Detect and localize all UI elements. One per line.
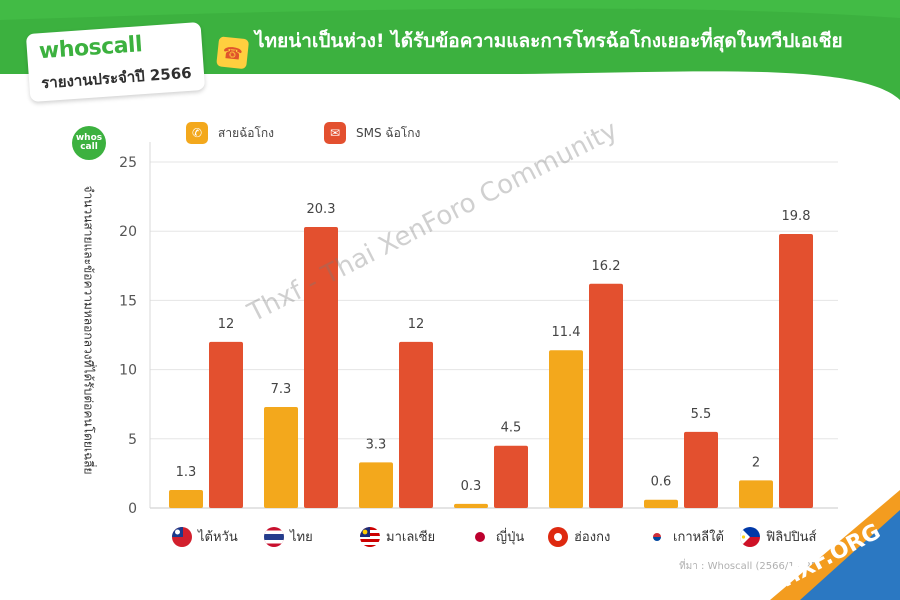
sms-bar-2 xyxy=(399,341,433,508)
bar-value-label: 2 xyxy=(752,455,760,470)
header-banner xyxy=(0,0,900,100)
category-korea: เกาหลีใต้ xyxy=(647,526,724,547)
banner-background xyxy=(0,0,900,100)
bar-value-label: 16.2 xyxy=(592,259,621,274)
chart-value-labels: 1.3 12 7.3 20.3 3.3 12 0.3 4.5 11.4 16.2 0.6 5.5 2 19… xyxy=(176,202,811,494)
y-tick-label: 0 xyxy=(128,501,137,517)
korea-flag-icon xyxy=(647,526,667,547)
bar-value-label: 20.3 xyxy=(307,202,336,217)
call-bar-6 xyxy=(739,480,773,508)
bar-value-label: 5.5 xyxy=(691,407,712,422)
call-bar-1 xyxy=(264,406,298,508)
sms-bar-4 xyxy=(589,283,623,508)
call-bar-2 xyxy=(359,462,393,508)
japan-flag-icon xyxy=(470,526,490,547)
y-axis-ticks: 0 5 10 15 20 25 xyxy=(119,155,137,517)
y-tick-label: 15 xyxy=(119,293,137,309)
sms-bar-1 xyxy=(304,227,338,508)
category-japan: ญี่ปุ่น xyxy=(470,526,524,547)
y-tick-label: 10 xyxy=(119,363,137,379)
taiwan-flag-icon xyxy=(172,526,192,547)
bar-value-label: 4.5 xyxy=(501,421,522,436)
category-hongkong: ฮ่องกง xyxy=(548,526,610,547)
y-axis-title: จำนวนสายและข้อความหลอกลวงที่ได้รับต่อคนโ… xyxy=(81,185,96,475)
thailand-flag-icon xyxy=(264,526,284,547)
category-taiwan: ไต้หวัน xyxy=(172,526,238,547)
sms-bar-0 xyxy=(209,341,243,508)
sms-bar-6 xyxy=(779,233,813,508)
headline: ไทยน่าเป็นห่วง! ได้รับข้อความและการโทรฉ้… xyxy=(255,30,843,52)
bar-value-label: 7.3 xyxy=(271,382,292,397)
sms-bar-5 xyxy=(684,431,718,508)
sms-bar-3 xyxy=(494,445,528,508)
category-thailand: ไทย xyxy=(264,526,313,547)
hongkong-flag-icon xyxy=(548,526,568,547)
legend-item-sms: ✉ SMS ฉ้อโกง xyxy=(324,122,420,144)
bar-value-label: 11.4 xyxy=(552,325,581,340)
bar-value-label: 19.8 xyxy=(782,209,811,224)
y-tick-label: 20 xyxy=(119,224,137,240)
bar-value-label: 0.6 xyxy=(651,475,672,490)
corner-badge-shape xyxy=(770,490,900,600)
whoscall-small-logo: whos call xyxy=(72,126,106,160)
bar-value-label: 12 xyxy=(218,317,235,332)
y-tick-label: 5 xyxy=(128,432,137,448)
source-note: ที่มา : Whoscall (2566/1 - 2566/12) xyxy=(679,561,850,572)
bar-value-label: 12 xyxy=(408,317,425,332)
chart-bars xyxy=(169,227,813,508)
bar-value-label: 1.3 xyxy=(176,465,197,480)
phone-icon: ✆ xyxy=(186,122,208,144)
envelope-icon: ✉ xyxy=(324,122,346,144)
legend-item-calls: ✆ สายฉ้อโกง xyxy=(186,122,274,144)
bar-value-label: 0.3 xyxy=(461,479,482,494)
category-philippines: ฟิลิปปินส์ xyxy=(740,526,817,547)
legend-label-sms: SMS ฉ้อโกง xyxy=(356,125,421,140)
y-tick-label: 25 xyxy=(119,155,137,171)
call-bar-0 xyxy=(169,490,203,508)
bar-value-label: 3.3 xyxy=(366,437,387,452)
call-bar-5 xyxy=(644,499,678,508)
call-bar-3 xyxy=(454,503,488,508)
philippines-flag-icon xyxy=(740,526,760,547)
malaysia-flag-icon xyxy=(360,526,380,547)
call-bar-4 xyxy=(549,350,583,508)
legend-label-calls: สายฉ้อโกง xyxy=(218,125,275,140)
category-malaysia: มาเลเซีย xyxy=(360,526,435,547)
